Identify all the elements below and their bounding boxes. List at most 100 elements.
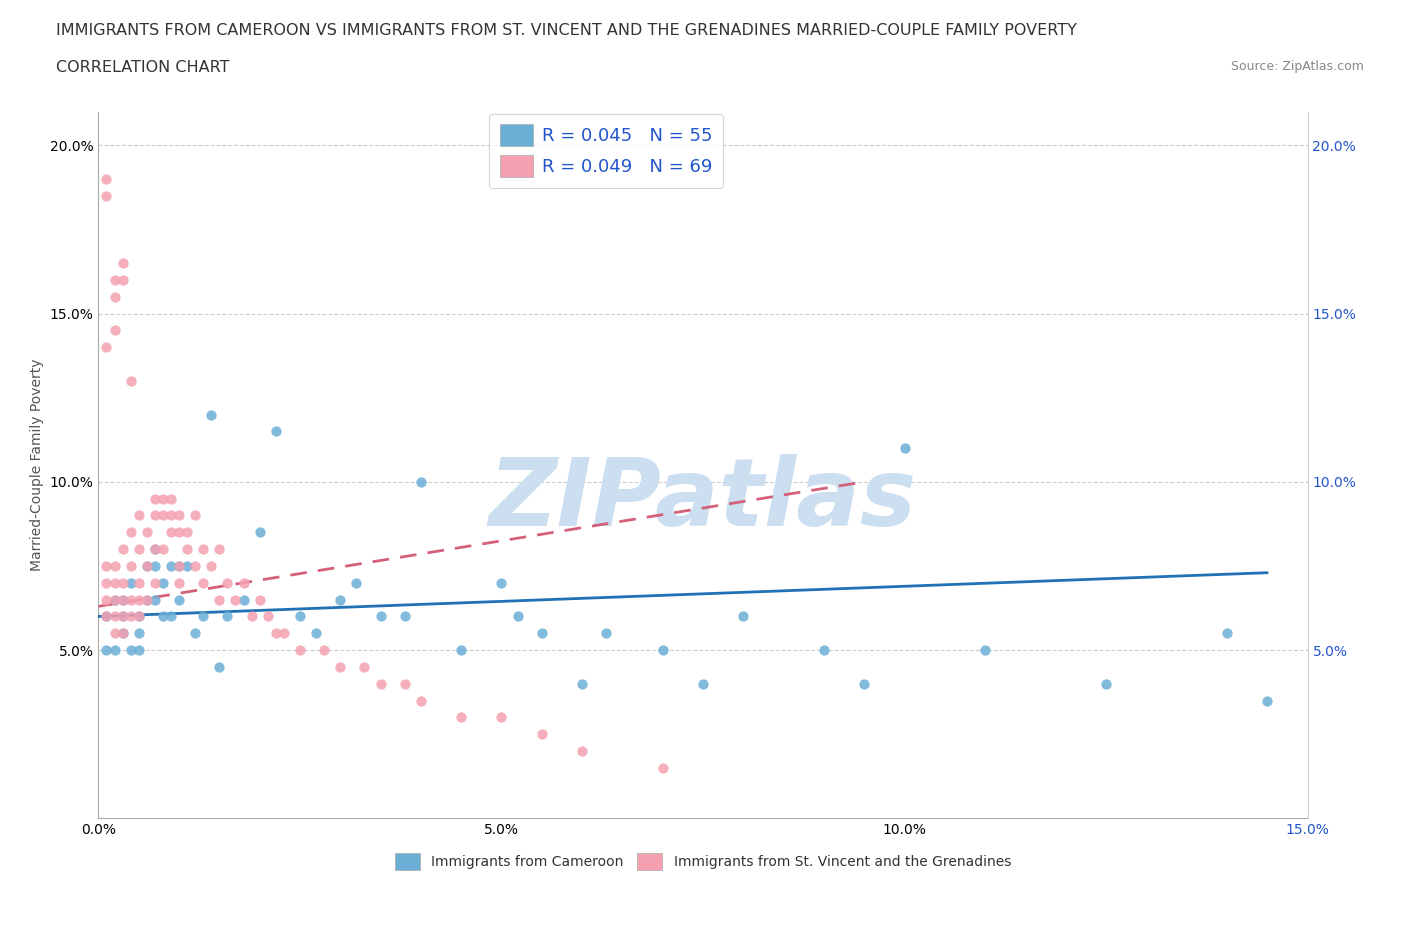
Point (96, 576, 118, 591)
Point (103, 272, 125, 287)
Point (120, 576, 142, 591)
Point (160, 508, 183, 523)
Point (111, 626, 134, 641)
Point (152, 541, 174, 556)
Point (288, 609, 311, 624)
Point (530, 727, 553, 742)
Point (160, 609, 183, 624)
Point (111, 272, 134, 287)
Point (450, 643, 472, 658)
Point (111, 256, 134, 271)
Point (120, 525, 142, 539)
Point (184, 508, 207, 523)
Point (232, 576, 254, 591)
Point (160, 525, 183, 539)
Point (152, 576, 174, 591)
Point (208, 592, 231, 607)
Point (394, 676, 416, 691)
Point (103, 592, 125, 607)
Point (167, 559, 190, 574)
Point (103, 592, 125, 607)
Point (96, 592, 118, 607)
Point (176, 559, 198, 574)
Point (273, 626, 295, 641)
Point (120, 643, 142, 658)
Point (143, 508, 166, 523)
Point (143, 541, 166, 556)
Point (353, 659, 375, 674)
Point (152, 609, 174, 624)
Point (651, 643, 673, 658)
Point (111, 592, 134, 607)
Point (184, 559, 207, 574)
Point (506, 609, 529, 624)
Point (135, 592, 157, 607)
Point (530, 626, 553, 641)
Point (249, 525, 271, 539)
Point (409, 474, 432, 489)
Legend: Immigrants from Cameroon, Immigrants from St. Vincent and the Grenadines: Immigrants from Cameroon, Immigrants fro… (389, 847, 1017, 875)
Point (184, 626, 207, 641)
Point (135, 592, 157, 607)
Point (167, 576, 190, 591)
Point (208, 541, 231, 556)
Point (128, 576, 150, 591)
Text: ZIPatlas: ZIPatlas (489, 455, 917, 546)
Point (370, 676, 392, 691)
Point (249, 592, 271, 607)
Point (1256, 693, 1278, 708)
Text: IMMIGRANTS FROM CAMEROON VS IMMIGRANTS FROM ST. VINCENT AND THE GRENADINES MARRI: IMMIGRANTS FROM CAMEROON VS IMMIGRANTS F… (56, 23, 1077, 38)
Point (288, 643, 311, 658)
Point (111, 609, 134, 624)
Point (651, 761, 673, 776)
Y-axis label: Married-Couple Family Poverty: Married-Couple Family Poverty (30, 359, 44, 571)
Point (143, 541, 166, 556)
Point (974, 643, 997, 658)
Point (96, 559, 118, 574)
Point (200, 559, 222, 574)
Point (264, 626, 287, 641)
Point (143, 559, 166, 574)
Point (571, 744, 593, 759)
Point (152, 508, 174, 523)
Point (1095, 676, 1118, 691)
Text: Source: ZipAtlas.com: Source: ZipAtlas.com (1230, 60, 1364, 73)
Text: CORRELATION CHART: CORRELATION CHART (56, 60, 229, 75)
Point (176, 541, 198, 556)
Point (1216, 626, 1239, 641)
Point (344, 576, 367, 591)
Point (128, 643, 150, 658)
Point (160, 559, 183, 574)
Point (240, 609, 263, 624)
Point (370, 609, 392, 624)
Point (103, 626, 125, 641)
Point (167, 508, 190, 523)
Point (595, 626, 617, 641)
Point (103, 559, 125, 574)
Point (853, 676, 876, 691)
Point (224, 592, 246, 607)
Point (692, 676, 714, 691)
Point (120, 559, 142, 574)
Point (200, 407, 222, 422)
Point (103, 289, 125, 304)
Point (193, 541, 215, 556)
Point (314, 643, 336, 658)
Point (167, 525, 190, 539)
Point (96, 188, 118, 203)
Point (96, 609, 118, 624)
Point (96, 339, 118, 354)
Point (103, 576, 125, 591)
Point (103, 609, 125, 624)
Point (256, 609, 278, 624)
Point (96, 171, 118, 186)
Point (103, 643, 125, 658)
Point (813, 643, 835, 658)
Point (491, 576, 513, 591)
Point (176, 525, 198, 539)
Point (409, 693, 432, 708)
Point (167, 559, 190, 574)
Point (143, 491, 166, 506)
Point (305, 626, 328, 641)
Point (264, 424, 287, 439)
